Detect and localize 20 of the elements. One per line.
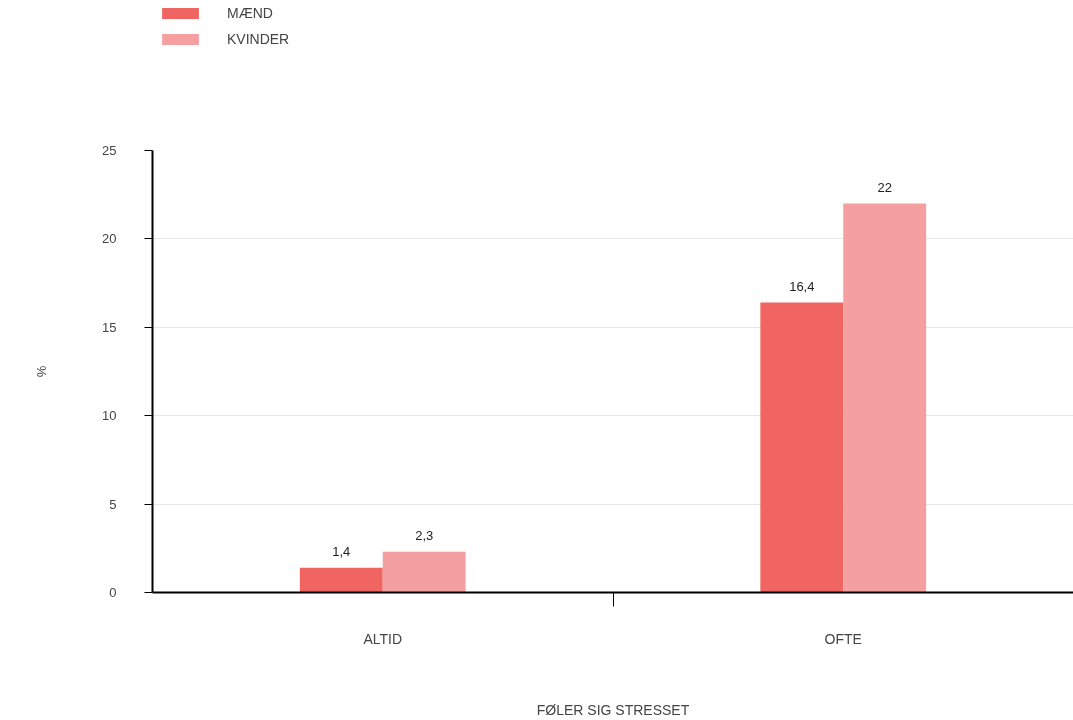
- y-tick-label: 15: [102, 319, 117, 335]
- y-tick-label: 5: [109, 496, 117, 512]
- y-tick-label: 25: [102, 143, 117, 158]
- x-tick-label: OFTE: [824, 630, 862, 647]
- data-label: 22: [877, 179, 892, 195]
- data-label: 2,3: [415, 527, 434, 543]
- y-tick-label: 10: [102, 408, 117, 424]
- bar: [843, 203, 927, 593]
- x-tick-label: ALTID: [363, 630, 403, 647]
- bar: [382, 551, 466, 593]
- legend-label: KVINDER: [227, 31, 290, 47]
- bar: [760, 302, 844, 593]
- legend-label: MÆND: [227, 5, 273, 21]
- data-label: 1,4: [332, 543, 351, 559]
- y-tick-label: 20: [102, 231, 117, 247]
- data-label: 16,4: [789, 278, 815, 294]
- x-axis-title: FØLER SIG STRESSET: [536, 701, 690, 718]
- y-tick-label: 0: [109, 585, 117, 600]
- y-axis-title: %: [34, 365, 50, 378]
- bar: [299, 567, 383, 593]
